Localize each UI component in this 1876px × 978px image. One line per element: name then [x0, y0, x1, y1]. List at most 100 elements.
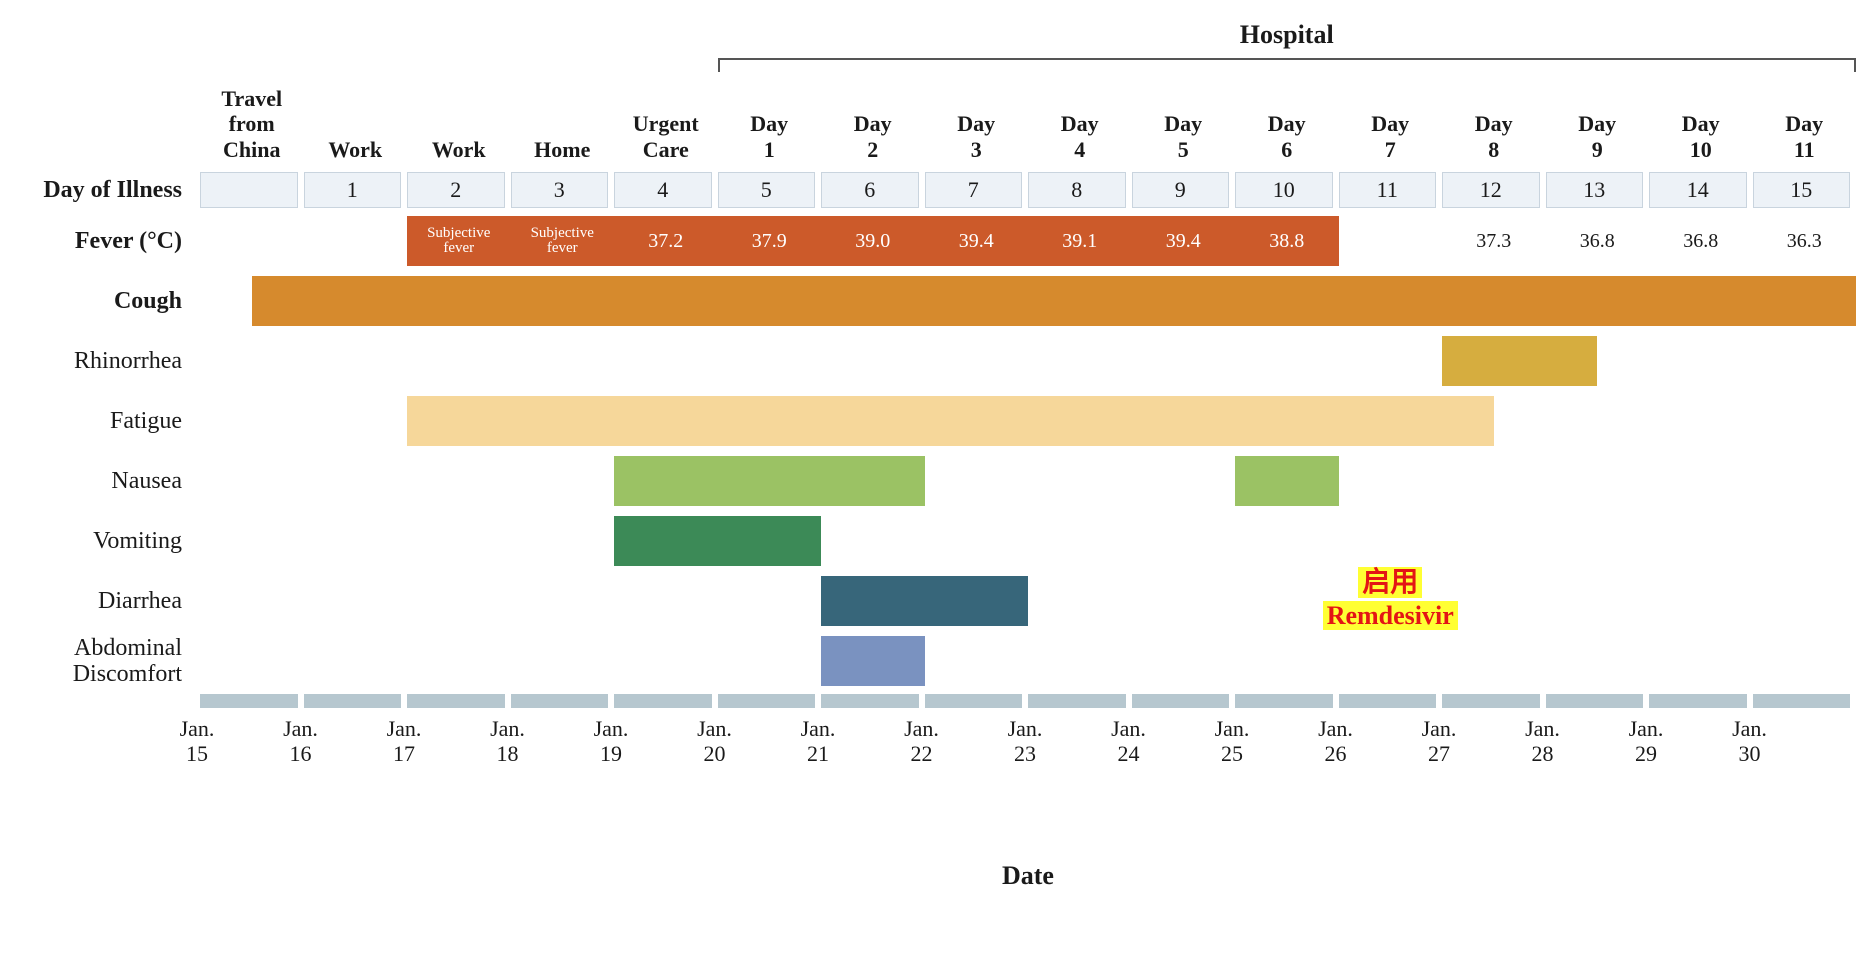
- symptom-track: Subjective feverSubjective fever37.237.9…: [200, 214, 1856, 268]
- fever-value: 39.1: [1028, 214, 1132, 268]
- symptom-track: [200, 454, 1856, 508]
- illness-day-cell: 1: [304, 172, 402, 208]
- illness-day-cell: 12: [1442, 172, 1540, 208]
- symptom-track: [200, 394, 1856, 448]
- symptom-row: Fatigue: [20, 394, 1856, 448]
- illness-day-cell: 7: [925, 172, 1023, 208]
- date-label: Jan. 20: [697, 716, 732, 767]
- column-header: Day 5: [1132, 107, 1236, 166]
- illness-day-cell: 6: [821, 172, 919, 208]
- symptom-bar: [614, 456, 925, 506]
- fever-value: 37.2: [614, 214, 718, 268]
- illness-row-label: Day of Illness: [20, 172, 200, 208]
- symptom-label: Fever (°C): [20, 214, 200, 268]
- symptom-bar: [1235, 456, 1339, 506]
- date-label: Jan. 27: [1422, 716, 1457, 767]
- date-tick: [407, 694, 505, 708]
- symptom-bar: [821, 636, 925, 686]
- date-label: Jan. 15: [180, 716, 215, 767]
- fever-value: 38.8: [1235, 214, 1339, 268]
- x-axis-title: Date: [200, 861, 1856, 891]
- symptom-label: Rhinorrhea: [20, 334, 200, 388]
- fever-value: Subjective fever: [407, 214, 511, 268]
- illness-day-cell: 2: [407, 172, 505, 208]
- symptom-row: Nausea: [20, 454, 1856, 508]
- illness-day-cell: 15: [1753, 172, 1851, 208]
- date-label: Jan. 23: [1008, 716, 1043, 767]
- illness-day-cell: 10: [1235, 172, 1333, 208]
- column-header: Home: [511, 133, 615, 166]
- date-tick: [1442, 694, 1540, 708]
- illness-day-cell: [200, 172, 298, 208]
- fever-value: 36.3: [1753, 214, 1857, 268]
- symptom-row: Vomiting: [20, 514, 1856, 568]
- date-tick: [1649, 694, 1747, 708]
- hospital-header-label: Hospital: [718, 20, 1857, 50]
- date-tick: [1235, 694, 1333, 708]
- column-header: Work: [304, 133, 408, 166]
- date-tick: [1132, 694, 1230, 708]
- column-header: Day 10: [1649, 107, 1753, 166]
- column-header: Day 3: [925, 107, 1029, 166]
- fever-value: 39.4: [1339, 214, 1443, 268]
- date-tick: [1028, 694, 1126, 708]
- date-tick: [718, 694, 816, 708]
- symptom-label: Fatigue: [20, 394, 200, 448]
- column-header: Day 7: [1339, 107, 1443, 166]
- symptom-label: Abdominal Discomfort: [20, 634, 200, 688]
- date-label: Jan. 28: [1525, 716, 1560, 767]
- symptom-track: [200, 634, 1856, 688]
- date-tick: [1753, 694, 1851, 708]
- illness-day-row: Day of Illness123456789101112131415: [20, 172, 1856, 208]
- symptom-track: [200, 274, 1856, 328]
- date-label: Jan. 25: [1215, 716, 1250, 767]
- symptom-bar: [407, 396, 1494, 446]
- symptom-row: Diarrhea: [20, 574, 1856, 628]
- date-tick: [614, 694, 712, 708]
- symptom-tracks: Fever (°C)Subjective feverSubjective fev…: [20, 214, 1856, 688]
- fever-value: 39.4: [1132, 214, 1236, 268]
- date-label: Jan. 22: [904, 716, 939, 767]
- symptom-row: Cough: [20, 274, 1856, 328]
- date-label: Jan. 29: [1629, 716, 1664, 767]
- symptom-bar: [1442, 336, 1597, 386]
- symptom-row: Fever (°C)Subjective feverSubjective fev…: [20, 214, 1856, 268]
- symptom-track: [200, 514, 1856, 568]
- symptom-bar: [614, 516, 821, 566]
- date-tick: [925, 694, 1023, 708]
- date-label: Jan. 30: [1732, 716, 1767, 767]
- column-header: Day 8: [1442, 107, 1546, 166]
- date-tick: [304, 694, 402, 708]
- date-tick: [1546, 694, 1644, 708]
- fever-value: 39.4: [925, 214, 1029, 268]
- column-header: Travel from China: [200, 82, 304, 166]
- column-header: Day 2: [821, 107, 925, 166]
- symptom-label: Diarrhea: [20, 574, 200, 628]
- symptom-row: Abdominal Discomfort: [20, 634, 1856, 688]
- fever-value: Subjective fever: [511, 214, 615, 268]
- illness-day-cell: 11: [1339, 172, 1437, 208]
- illness-day-cell: 4: [614, 172, 712, 208]
- date-label-row: Jan. 15Jan. 16Jan. 17Jan. 18Jan. 19Jan. …: [20, 716, 1856, 776]
- timeline-chart: HospitalTravel from ChinaWorkWorkHomeUrg…: [20, 20, 1856, 891]
- symptom-label: Vomiting: [20, 514, 200, 568]
- date-label: Jan. 26: [1318, 716, 1353, 767]
- column-header-row: Travel from ChinaWorkWorkHomeUrgent Care…: [20, 76, 1856, 166]
- illness-day-cell: 5: [718, 172, 816, 208]
- symptom-bar: [821, 576, 1028, 626]
- symptom-track: [200, 334, 1856, 388]
- fever-value: 36.8: [1649, 214, 1753, 268]
- illness-day-cell: 14: [1649, 172, 1747, 208]
- column-header: Work: [407, 133, 511, 166]
- date-tick-row: [20, 694, 1856, 708]
- date-label: Jan. 18: [490, 716, 525, 767]
- column-header: Urgent Care: [614, 107, 718, 166]
- column-header: Day 1: [718, 107, 822, 166]
- date-label: Jan. 17: [387, 716, 422, 767]
- date-label: Jan. 24: [1111, 716, 1146, 767]
- fever-value: 37.3: [1442, 214, 1546, 268]
- symptom-track: [200, 574, 1856, 628]
- symptom-label: Nausea: [20, 454, 200, 508]
- illness-day-cell: 13: [1546, 172, 1644, 208]
- fever-value: 39.0: [821, 214, 925, 268]
